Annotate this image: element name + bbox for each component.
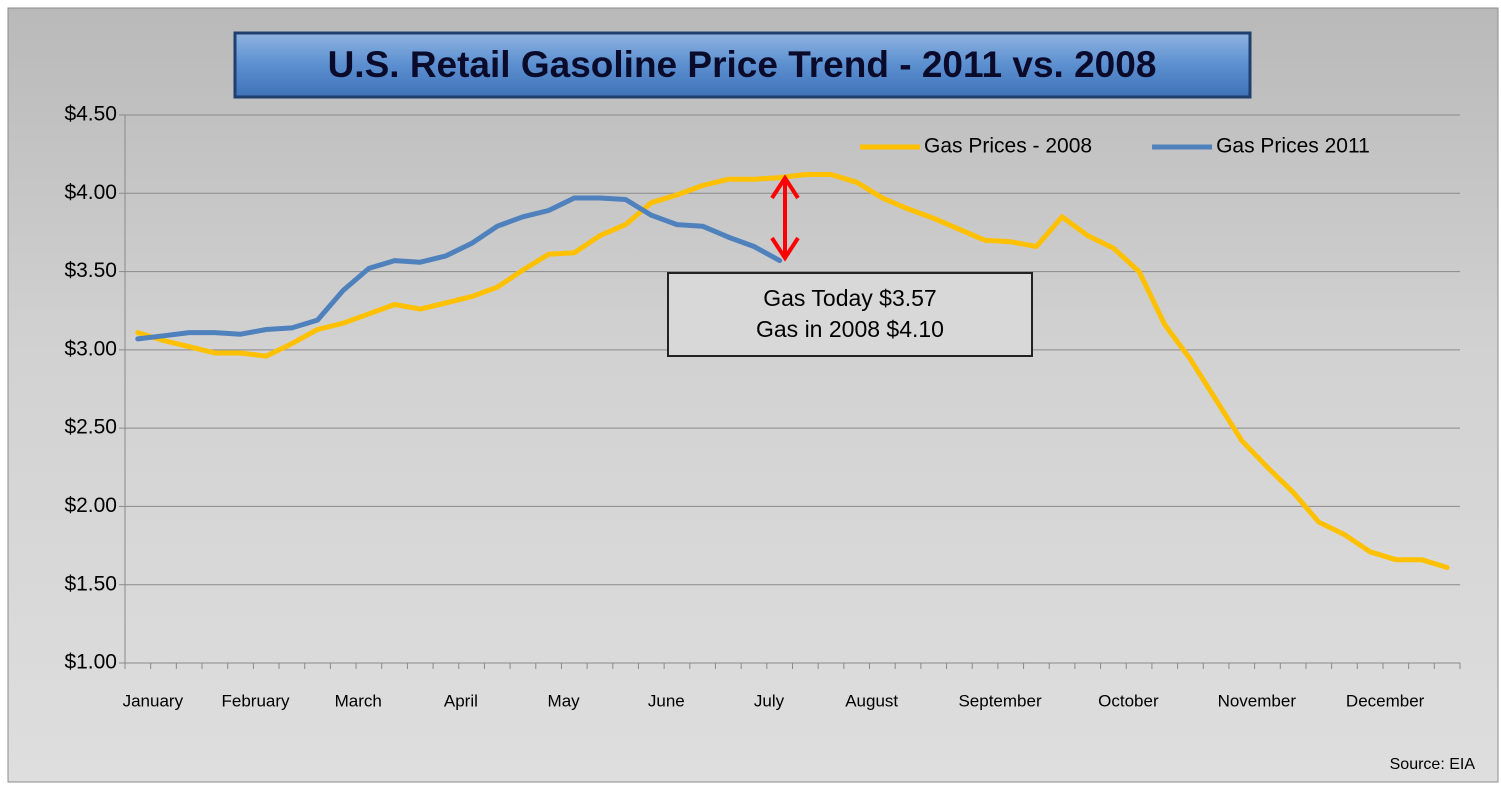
y-tick-label: $1.00 (64, 651, 117, 674)
data-line (135, 195, 783, 342)
x-tick-label: February (222, 691, 291, 710)
x-tick-label: June (648, 691, 685, 710)
lines (135, 172, 1450, 570)
y-tick-label: $3.00 (64, 337, 117, 360)
x-tick-label: August (845, 691, 898, 710)
difference-arrow (770, 174, 800, 262)
chart-background (7, 7, 1499, 783)
y-tick-label: $3.50 (64, 259, 117, 282)
y-tick-label: $4.00 (64, 181, 117, 204)
x-tick-label: March (335, 691, 382, 710)
annotation: Gas in 2008 $4.10 (756, 316, 944, 342)
y-tick-label: $2.00 (64, 494, 117, 517)
x-tick-label: September (958, 691, 1041, 710)
x-tick-label: December (1346, 691, 1425, 710)
x-tick-label: July (754, 691, 785, 710)
annotation: Gas Today $3.57 (763, 285, 936, 311)
y-tick-label: $4.50 (64, 103, 117, 126)
x-tick-label: January (123, 691, 184, 710)
annotation-box (667, 272, 1033, 357)
y-tick-label: $2.50 (64, 416, 117, 439)
legend-label: Gas Prices - 2008 (924, 135, 1092, 158)
x-tick-label: November (1218, 691, 1297, 710)
data-line (135, 172, 1450, 570)
legend-label: Gas Prices 2011 (1216, 135, 1370, 158)
title-box (233, 31, 1252, 99)
x-tick-label: May (548, 691, 581, 710)
x-tick-label: April (444, 691, 478, 710)
source-note: Source: EIA (1390, 756, 1476, 773)
x-tick-label: October (1098, 691, 1159, 710)
y-tick-label: $1.50 (64, 572, 117, 595)
chart-title: U.S. Retail Gasoline Price Trend - 2011 … (328, 44, 1157, 85)
